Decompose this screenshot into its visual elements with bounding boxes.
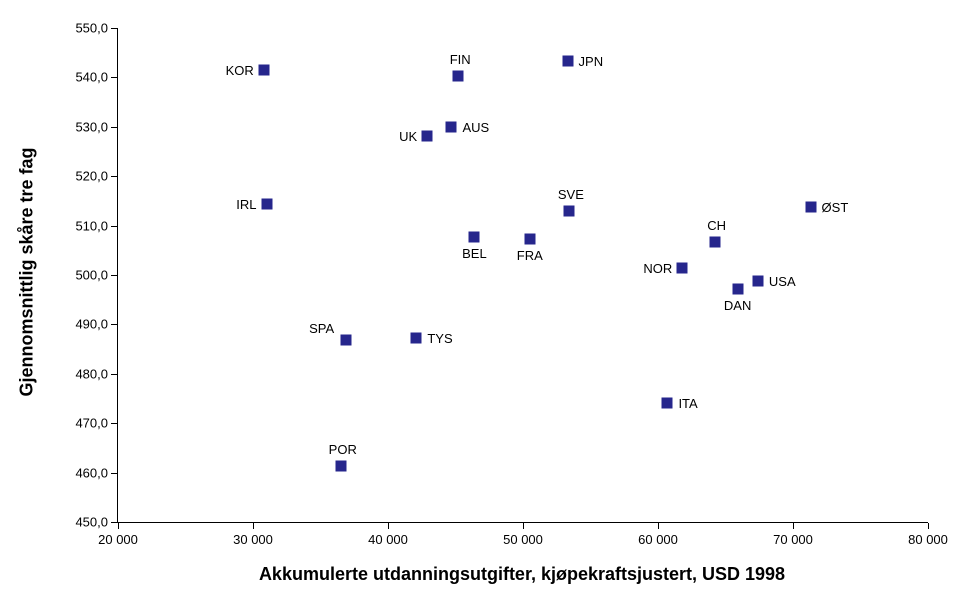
data-point-fra: [524, 233, 536, 245]
data-point-dan: [732, 283, 744, 295]
y-axis-tick: [111, 522, 117, 523]
y-tick-label: 530,0: [75, 119, 108, 135]
x-tick-label: 60 000: [638, 532, 678, 547]
data-point-øst: [805, 201, 817, 213]
y-tick-label: 500,0: [75, 267, 108, 283]
y-axis-tick: [111, 373, 117, 375]
x-axis-tick: [793, 523, 794, 529]
point-label-kor: KOR: [225, 62, 254, 78]
y-axis-tick: [111, 324, 117, 326]
point-label-bel: BEL: [462, 245, 487, 261]
y-axis-tick: [111, 275, 117, 276]
y-axis-title: Gjennomsnittlig skåre tre fag: [16, 147, 37, 397]
point-label-spa: SPA: [309, 321, 335, 337]
x-axis-title: Akkumulerte utdanningsutgifter, kjøpekra…: [258, 564, 786, 584]
y-axis-tick: [111, 28, 117, 29]
data-point-irl: [261, 198, 272, 210]
data-point-ita: [661, 397, 673, 409]
point-label-fra: FRA: [516, 247, 543, 263]
x-axis-tick: [253, 523, 254, 529]
y-axis-tick: [111, 176, 117, 178]
data-point-uk: [421, 130, 433, 142]
x-axis-tick: [118, 523, 119, 529]
x-tick-label: 30 000: [233, 532, 273, 547]
point-label-sve: SVE: [557, 187, 584, 203]
point-label-aus: AUS: [462, 119, 490, 135]
point-label-uk: UK: [399, 129, 418, 145]
y-tick-label: 490,0: [75, 316, 108, 332]
y-axis-tick: [111, 423, 117, 425]
point-label-nor: NOR: [643, 261, 673, 277]
y-tick-label: 540,0: [75, 69, 108, 85]
y-tick-label: 450,0: [75, 514, 108, 530]
x-axis-tick: [658, 523, 659, 529]
point-label-jpn: JPN: [578, 54, 604, 70]
x-tick-label: 80 000: [908, 532, 948, 547]
y-tick-label: 520,0: [75, 168, 108, 184]
point-label-por: POR: [328, 442, 357, 458]
data-point-por: [335, 460, 347, 472]
data-point-ch: [709, 236, 721, 248]
point-label-usa: USA: [768, 273, 796, 289]
data-point-kor: [258, 64, 270, 76]
point-label-ch: CH: [707, 218, 727, 234]
data-point-spa: [340, 334, 352, 346]
y-tick-label: 470,0: [75, 415, 108, 431]
data-point-fin: [452, 70, 464, 82]
y-tick-label: 550,0: [75, 20, 108, 36]
data-point-sve: [563, 205, 575, 217]
plot-area: 450,0 460,0 470,0 480,0 490,0 500,0 510,0 520,0…: [75, 22, 947, 547]
data-point-jpn: [562, 55, 574, 67]
y-axis-tick: [111, 472, 117, 474]
x-axis-tick: [523, 523, 524, 529]
point-label-øst: ØST: [821, 200, 849, 216]
data-point-usa: [752, 275, 764, 287]
data-point-tys: [410, 332, 422, 344]
point-label-fin: FIN: [449, 52, 471, 68]
x-axis-tick: [388, 523, 389, 529]
x-tick-label: 20 000: [98, 532, 138, 547]
x-axis-tick: [928, 523, 929, 529]
data-point-nor: [676, 262, 688, 274]
y-axis-tick: [111, 126, 117, 128]
point-label-irl: IRL: [236, 196, 257, 212]
y-axis-tick: [111, 77, 117, 79]
x-tick-label: 40 000: [368, 532, 408, 547]
y-tick-label: 460,0: [75, 465, 108, 481]
y-tick-label: 510,0: [75, 218, 108, 234]
x-tick-label: 50 000: [503, 532, 543, 547]
data-point-aus: [445, 121, 457, 133]
x-tick-label: 70 000: [773, 532, 813, 547]
point-label-ita: ITA: [678, 395, 698, 411]
point-label-tys: TYS: [427, 331, 453, 347]
data-point-bel: [468, 231, 480, 243]
point-label-dan: DAN: [723, 297, 752, 313]
y-tick-label: 480,0: [75, 366, 108, 382]
y-axis-tick: [111, 225, 117, 227]
